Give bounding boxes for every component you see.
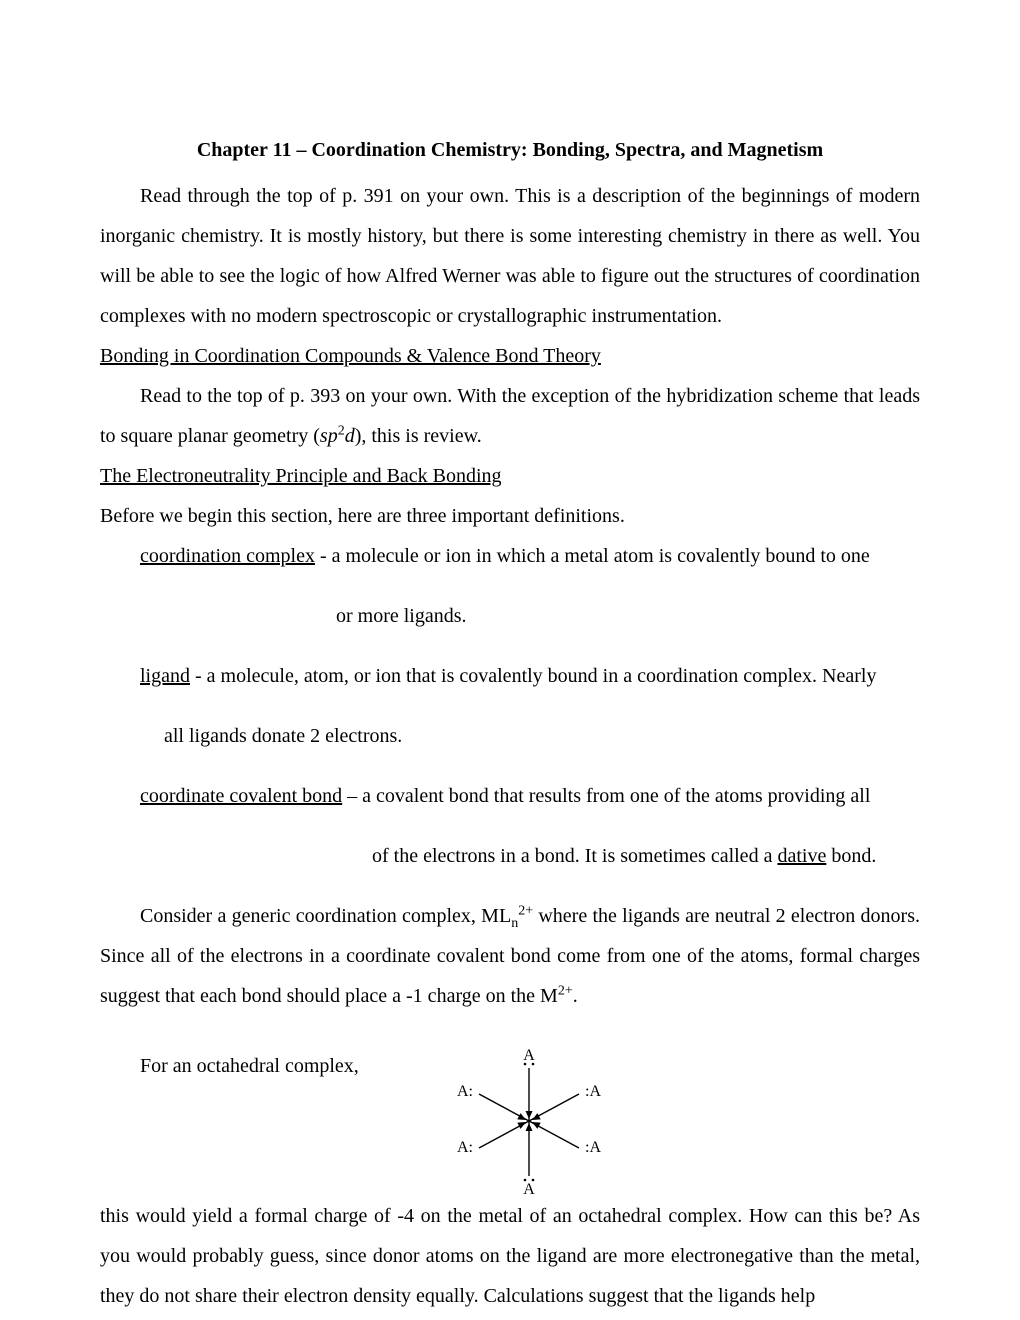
paragraph-2: Read to the top of p. 393 on your own. W… — [100, 376, 920, 456]
p4-sub: n — [511, 916, 518, 931]
definition-3: coordinate covalent bond – a covalent bo… — [140, 776, 920, 816]
def3-text: – a covalent bond that results from one … — [342, 785, 870, 807]
def2-text: - a molecule, atom, or ion that is coval… — [190, 665, 876, 687]
definitions-block: coordination complex - a molecule or ion… — [140, 536, 920, 876]
def3-term: coordinate covalent bond — [140, 785, 342, 807]
def1-term: coordination complex — [140, 545, 315, 567]
chapter-title: Chapter 11 – Coordination Chemistry: Bon… — [100, 130, 920, 170]
section-heading-1-text: Bonding in Coordination Compounds & Vale… — [100, 345, 601, 367]
p2-d: d — [345, 425, 355, 447]
p2-text-b: ), this is review. — [355, 425, 482, 447]
svg-text:A: A — [523, 1047, 535, 1064]
section-heading-1: Bonding in Coordination Compounds & Vale… — [100, 336, 920, 376]
svg-text::A: :A — [585, 1139, 601, 1156]
def2-term: ligand — [140, 665, 190, 687]
paragraph-5: this would yield a formal charge of -4 o… — [100, 1196, 920, 1316]
definition-2: ligand - a molecule, atom, or ion that i… — [140, 656, 920, 696]
document-page: Chapter 11 – Coordination Chemistry: Bon… — [0, 0, 1020, 1320]
def3-cont-b: bond. — [826, 845, 876, 867]
p4-text-c: . — [573, 985, 578, 1007]
svg-text:A:: A: — [457, 1083, 473, 1100]
svg-text:A: A — [523, 1181, 535, 1196]
p2-text-a: Read to the top of p. 393 on your own. W… — [100, 385, 920, 447]
p2-sup: 2 — [338, 423, 345, 438]
definition-1-cont: or more ligands. — [336, 596, 920, 636]
p4-sup2: 2+ — [558, 983, 573, 998]
paragraph-3: Before we begin this section, here are t… — [100, 496, 920, 536]
paragraph-4: Consider a generic coordination complex,… — [100, 896, 920, 1016]
section-heading-2: The Electroneutrality Principle and Back… — [100, 456, 920, 496]
octahedral-row: For an octahedral complex, AAA::AA::A — [100, 1046, 920, 1196]
svg-text:A:: A: — [457, 1139, 473, 1156]
definition-1: coordination complex - a molecule or ion… — [140, 536, 920, 576]
svg-text::A: :A — [585, 1083, 601, 1100]
definition-3-cont: of the electrons in a bond. It is someti… — [372, 836, 920, 876]
p4-sup: 2+ — [518, 903, 533, 918]
definition-2-cont: all ligands donate 2 electrons. — [164, 716, 920, 756]
p2-sp: sp — [320, 425, 338, 447]
octahedral-diagram: AAA::AA::A — [449, 1046, 609, 1196]
octahedral-label: For an octahedral complex, — [100, 1046, 359, 1086]
def1-text: - a molecule or ion in which a metal ato… — [315, 545, 870, 567]
p4-text-a: Consider a generic coordination complex,… — [140, 905, 511, 927]
paragraph-intro: Read through the top of p. 391 on your o… — [100, 176, 920, 336]
def3-cont-a: of the electrons in a bond. It is someti… — [372, 845, 777, 867]
def3-dative: dative — [777, 845, 826, 867]
section-heading-2-text: The Electroneutrality Principle and Back… — [100, 465, 502, 487]
octahedral-diagram-cell: AAA::AA::A — [359, 1046, 920, 1196]
